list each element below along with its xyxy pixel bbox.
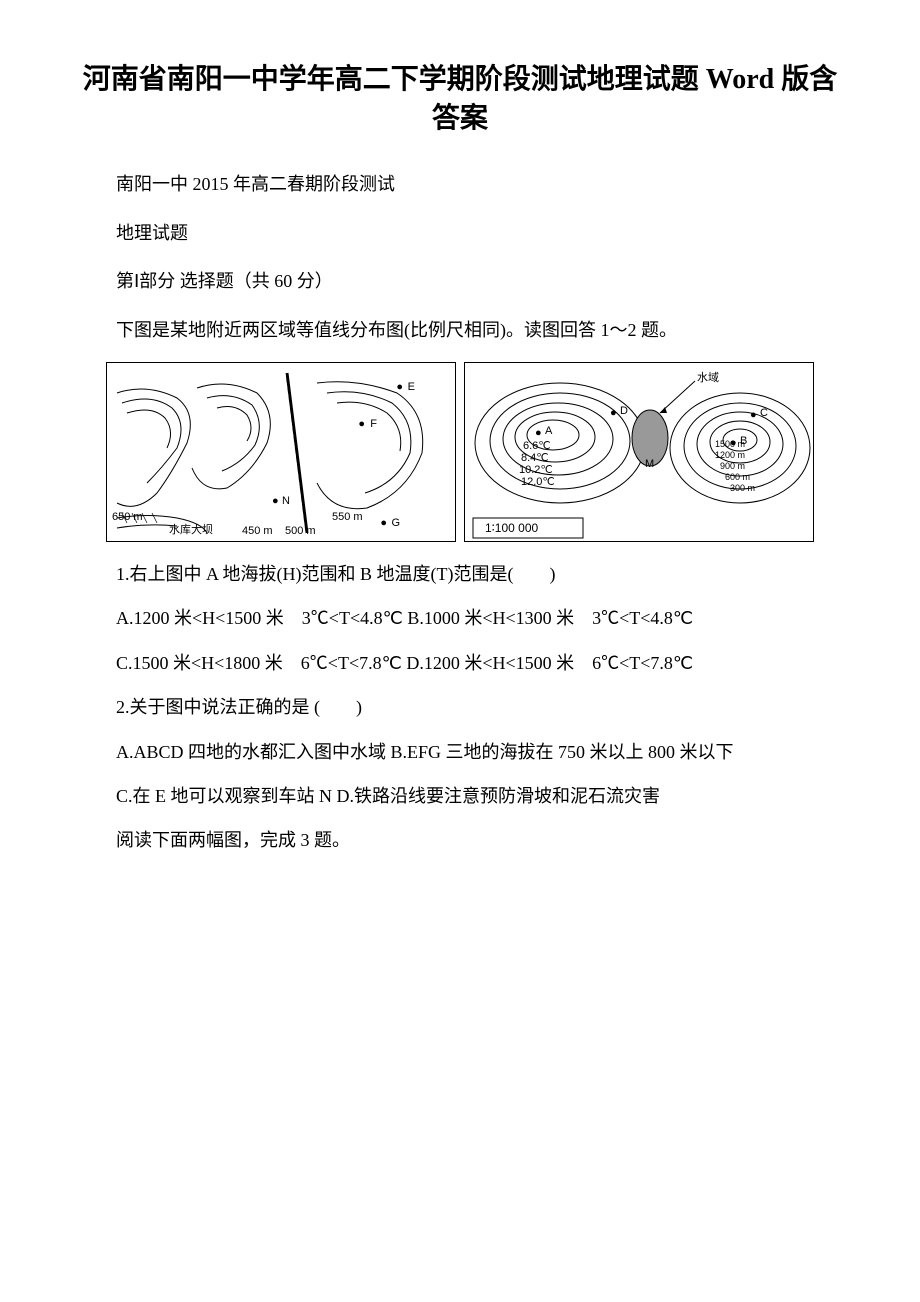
- label-450: 450 m: [242, 525, 273, 537]
- q2-stem: 2.关于图中说法正确的是 ( ): [80, 691, 840, 723]
- section-header: 第Ⅰ部分 选择题（共 60 分）: [80, 265, 840, 297]
- label-500: 500 m: [285, 525, 316, 537]
- q2-opt-a: A.ABCD 四地的水都汇入图中水域: [116, 742, 386, 762]
- label-c: C: [760, 407, 768, 419]
- document-title: 河南省南阳一中学年高二下学期阶段测试地理试题 Word 版含答案: [80, 60, 840, 138]
- q2-options-cd: C.在 E 地可以观察到车站 N D.铁路沿线要注意预防滑坡和泥石流灾害: [80, 780, 840, 812]
- label-scale: 1∶100 000: [485, 521, 538, 535]
- figure-container: E ● F ● N ● G ● 650 m 水库大坝 450 m 500 m 5…: [80, 362, 840, 542]
- figure-right: 水域 D ● A ● M C ● B ● 6.6℃ 8.4℃ 10.2℃ 12.…: [464, 362, 814, 542]
- label-550: 550 m: [332, 511, 363, 523]
- q2-opt-b: B.EFG 三地的海拔在 750 米以上 800 米以下: [391, 742, 734, 762]
- point-g: ●: [380, 517, 387, 529]
- point-a: ●: [535, 427, 542, 439]
- point-e: ●: [396, 381, 403, 393]
- q3-intro: 阅读下面两幅图，完成 3 题。: [80, 824, 840, 856]
- q2-opt-d: D.铁路沿线要注意预防滑坡和泥石流灾害: [337, 786, 661, 806]
- label-e: E: [408, 381, 415, 393]
- label-dam: 水库大坝: [169, 521, 213, 537]
- point-n: ●: [272, 495, 279, 507]
- label-n: N: [282, 495, 290, 507]
- q1-opt-c: C.1500 米<H<1800 米 6℃<T<7.8℃: [116, 653, 402, 673]
- elev-900: 900 m: [720, 461, 745, 471]
- label-water: 水域: [697, 369, 719, 385]
- temp-120: 12.0℃: [521, 475, 555, 488]
- elev-300: 300 m: [730, 483, 755, 493]
- label-g: G: [391, 517, 400, 529]
- label-650: 650 m: [112, 511, 143, 523]
- label-a: A: [545, 425, 552, 437]
- elev-600: 600 m: [725, 472, 750, 482]
- label-d: D: [620, 405, 628, 417]
- figure-left: E ● F ● N ● G ● 650 m 水库大坝 450 m 500 m 5…: [106, 362, 456, 542]
- q1-options-cd: C.1500 米<H<1800 米 6℃<T<7.8℃ D.1200 米<H<1…: [80, 647, 840, 679]
- label-m: M: [645, 458, 654, 470]
- q1-opt-b: B.1000 米<H<1300 米 3℃<T<4.8℃: [407, 608, 693, 628]
- intro-text: 下图是某地附近两区域等值线分布图(比例尺相同)。读图回答 1～2 题。: [80, 314, 840, 346]
- point-c: ●: [750, 409, 757, 421]
- q1-stem: 1.右上图中 A 地海拔(H)范围和 B 地温度(T)范围是( ): [80, 558, 840, 590]
- q1-opt-d: D.1200 米<H<1500 米 6℃<T<7.8℃: [406, 653, 693, 673]
- label-f: F: [370, 418, 377, 430]
- elev-1500: 1500 m: [715, 439, 745, 449]
- subtitle: 南阳一中 2015 年高二春期阶段测试: [80, 168, 840, 200]
- q1-options-ab: A.1200 米<H<1500 米 3℃<T<4.8℃ B.1000 米<H<1…: [80, 602, 840, 634]
- point-f: ●: [358, 418, 365, 430]
- elev-1200: 1200 m: [715, 450, 745, 460]
- q2-options-ab: A.ABCD 四地的水都汇入图中水域 B.EFG 三地的海拔在 750 米以上 …: [80, 736, 840, 768]
- q1-opt-a: A.1200 米<H<1500 米 3℃<T<4.8℃: [116, 608, 403, 628]
- subject-line: 地理试题: [80, 217, 840, 249]
- q2-opt-c: C.在 E 地可以观察到车站 N: [116, 786, 332, 806]
- point-d: ●: [610, 407, 617, 419]
